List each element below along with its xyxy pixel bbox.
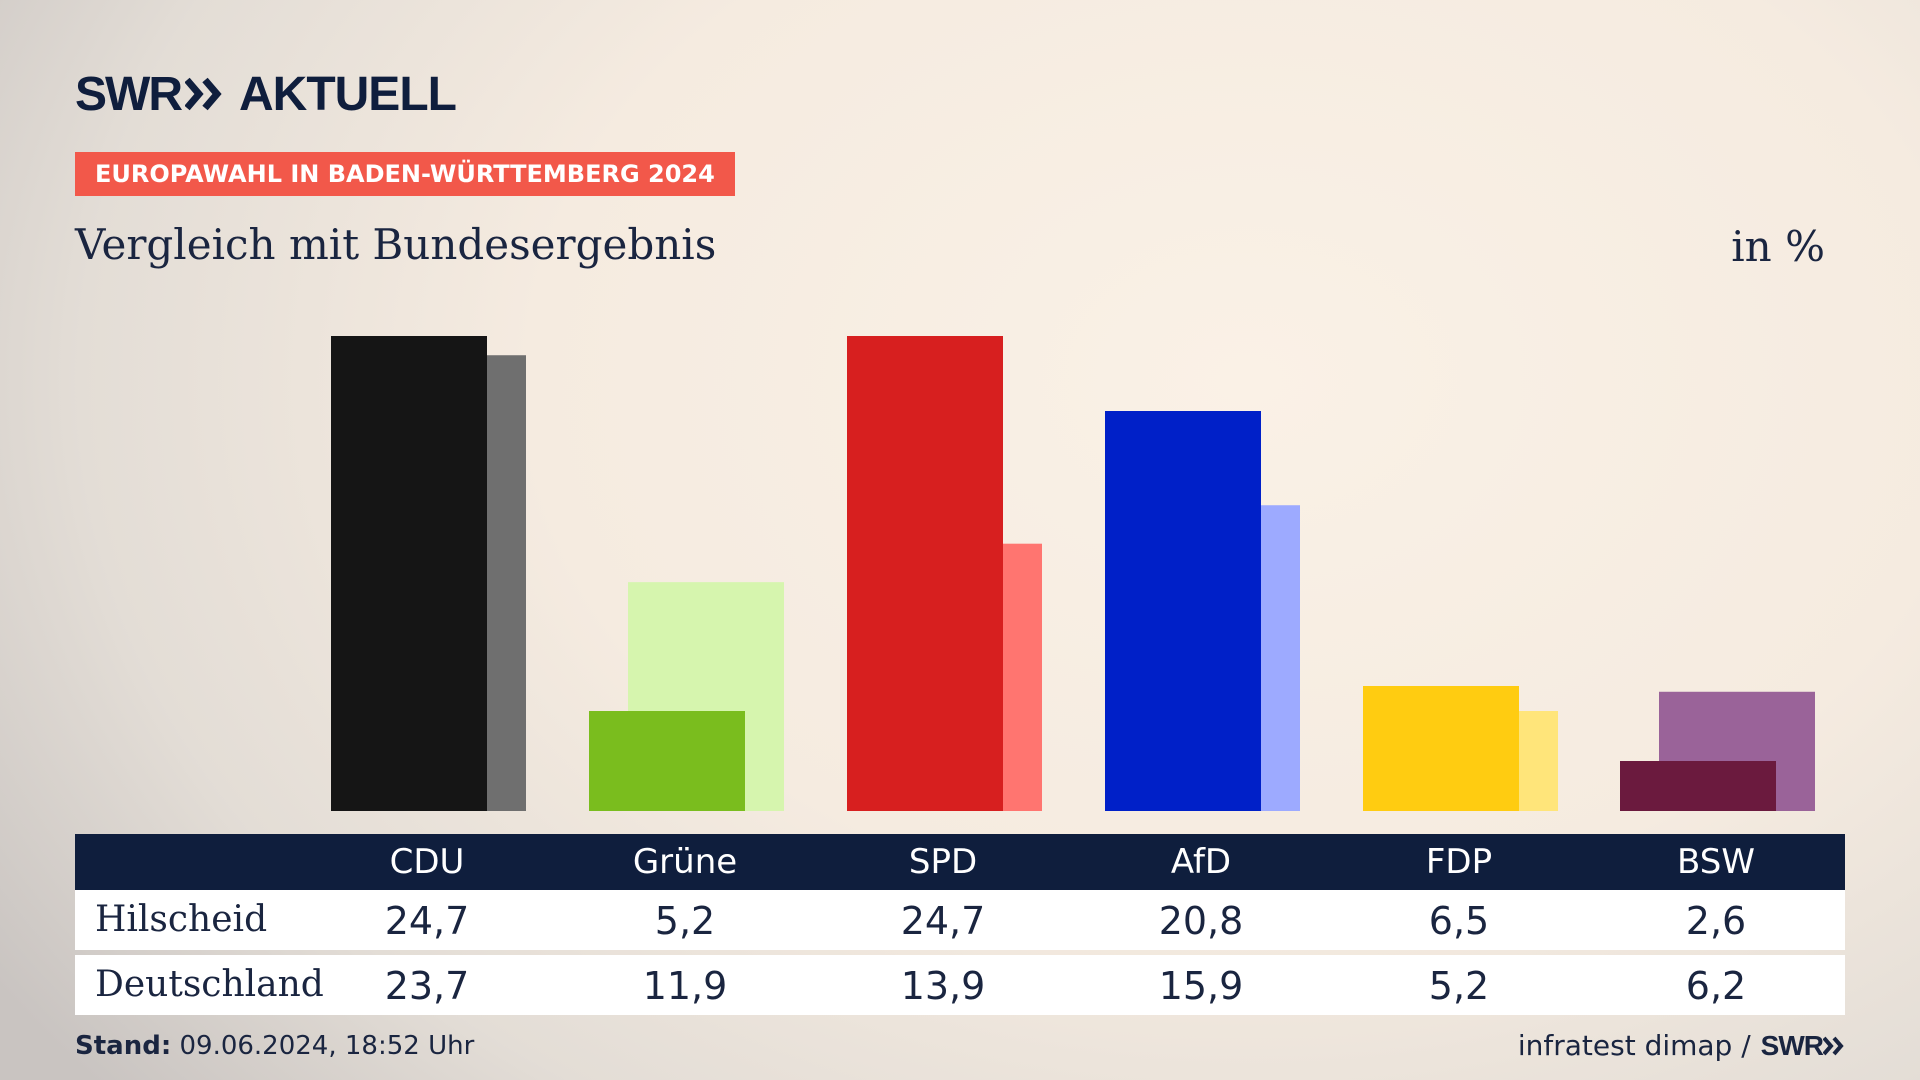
table-cell-grüne: 11,9: [642, 964, 728, 1008]
unit-label: in %: [1731, 222, 1825, 271]
table-cell-fdp: 6,5: [1428, 899, 1490, 943]
table-row-deutschland: Deutschland 23,7 11,9 13,9 15,9 5,2 6,2: [75, 955, 1845, 1015]
chart-subtitle: Vergleich mit Bundesergebnis: [75, 220, 717, 269]
column-header-fdp: FDP: [1425, 842, 1493, 882]
table-cell-bsw: 6,2: [1685, 964, 1747, 1008]
table-cell-afd: 20,8: [1158, 899, 1244, 943]
swr-aktuell-logo: SWR AKTUELL: [75, 66, 457, 122]
table-row-hilscheid: Hilscheid 24,7 5,2 24,7 20,8 6,5 2,6: [75, 890, 1845, 950]
swr-logo-text: SWR: [75, 67, 183, 121]
bar-hilscheid-spd: [847, 336, 1003, 811]
aktuell-logo-text: AKTUELL: [238, 67, 457, 121]
row-label: Deutschland: [95, 964, 324, 1005]
bar-hilscheid-afd: [1105, 411, 1261, 811]
table-cell-cdu: 24,7: [384, 899, 470, 943]
table-cell-fdp: 5,2: [1428, 964, 1490, 1008]
column-header-spd: SPD: [908, 842, 978, 882]
source-credit: infratest dimap / SWR: [1518, 1029, 1845, 1062]
double-chevron-icon: [184, 77, 225, 111]
swr-mini-logo: SWR: [1760, 1029, 1824, 1061]
column-header-bsw: BSW: [1677, 842, 1755, 882]
table-cell-grüne: 5,2: [654, 899, 716, 943]
bar-hilscheid-grüne: [589, 711, 745, 811]
stand-label: Stand:: [75, 1031, 172, 1061]
table-cell-bsw: 2,6: [1685, 899, 1747, 943]
table-cell-afd: 15,9: [1158, 964, 1244, 1008]
table-header: CDU Grüne SPD AfD FDP BSW: [75, 834, 1845, 890]
column-header-cdu: CDU: [389, 842, 465, 882]
source-text: infratest dimap /: [1517, 1029, 1751, 1062]
bar-hilscheid-fdp: [1363, 686, 1519, 811]
stand-value: 09.06.2024, 18:52 Uhr: [179, 1031, 475, 1061]
column-header-afd: AfD: [1170, 842, 1232, 882]
bar-hilscheid-bsw: [1620, 761, 1776, 811]
bar-chart: [331, 336, 1815, 811]
double-chevron-icon: [1823, 1036, 1844, 1055]
election-badge: EUROPAWAHL IN BADEN-WÜRTTEMBERG 2024: [75, 152, 735, 196]
table-cell-cdu: 23,7: [384, 964, 470, 1008]
bar-hilscheid-cdu: [331, 336, 487, 811]
row-label: Hilscheid: [95, 899, 268, 940]
timestamp: Stand: 09.06.2024, 18:52 Uhr: [75, 1031, 474, 1061]
table-cell-spd: 13,9: [900, 964, 986, 1008]
table-cell-spd: 24,7: [900, 899, 986, 943]
column-header-grüne: Grüne: [632, 842, 738, 882]
